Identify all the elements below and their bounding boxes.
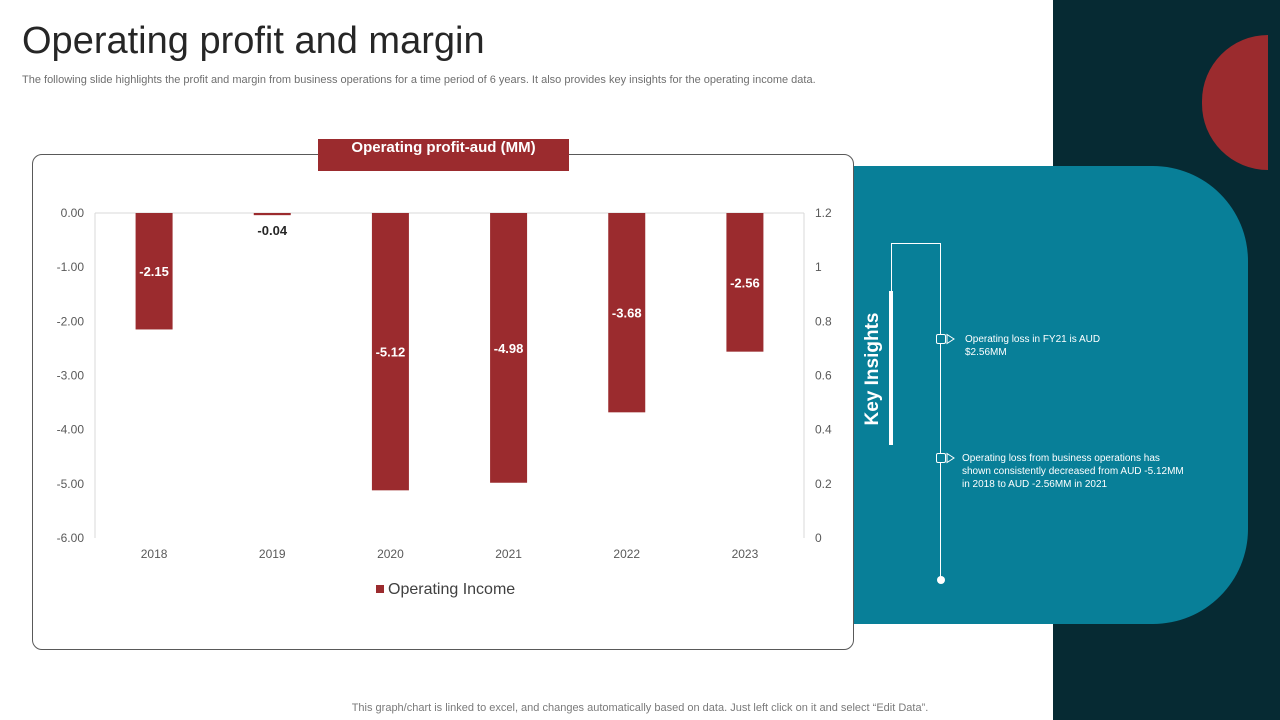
x-tick-label: 2021 — [495, 547, 522, 561]
page-subtitle: The following slide highlights the profi… — [22, 74, 816, 86]
data-label: -2.15 — [139, 264, 169, 279]
x-tick-label: 2022 — [613, 547, 640, 561]
y-right-tick-label: 0 — [815, 531, 822, 545]
data-label: -0.04 — [257, 223, 287, 238]
key-insights-panel — [800, 166, 1248, 624]
legend-swatch — [376, 585, 384, 593]
y-left-tick-label: -6.00 — [57, 531, 85, 545]
data-label: -5.12 — [376, 345, 406, 360]
legend-label: Operating Income — [388, 581, 515, 598]
y-left-tick-label: -2.00 — [57, 314, 85, 328]
data-label: -4.98 — [494, 341, 524, 356]
x-tick-label: 2020 — [377, 547, 404, 561]
chart-header: Operating profit-aud (MM) — [318, 139, 569, 171]
bar-2019[interactable] — [253, 213, 291, 216]
data-label: -2.56 — [730, 275, 760, 290]
timeline-line — [940, 243, 941, 580]
x-tick-label: 2019 — [259, 547, 286, 561]
y-right-tick-label: 0.4 — [815, 423, 832, 437]
key-insights-accent-bar — [889, 291, 893, 445]
timeline-connector-left — [891, 243, 892, 291]
insight-item-1: Operating loss in FY21 is AUD $2.56MM — [965, 334, 1101, 358]
x-tick-label: 2018 — [141, 547, 168, 561]
y-right-tick-label: 0.8 — [815, 314, 832, 328]
y-left-tick-label: -5.00 — [57, 477, 85, 491]
x-tick-label: 2023 — [732, 547, 759, 561]
y-right-tick-label: 1.2 — [815, 206, 832, 220]
bar-2018[interactable] — [135, 213, 173, 330]
y-left-tick-label: -1.00 — [57, 260, 85, 274]
key-insights-title: Key Insights — [862, 312, 883, 426]
bar-2020[interactable] — [371, 213, 409, 491]
y-left-tick-label: 0.00 — [61, 206, 85, 220]
y-left-tick-label: -3.00 — [57, 369, 85, 383]
timeline-end-dot — [937, 576, 945, 584]
bar-2022[interactable] — [608, 213, 646, 413]
insight-item-2: Operating loss from business operations … — [962, 453, 1184, 490]
y-right-tick-label: 0.6 — [815, 369, 832, 383]
insight-marker-icon — [936, 333, 955, 345]
y-right-tick-label: 0.2 — [815, 477, 832, 491]
timeline-connector — [891, 243, 941, 244]
bar-2021[interactable] — [490, 213, 528, 483]
bar-2023[interactable] — [726, 213, 764, 352]
y-right-tick-label: 1 — [815, 260, 822, 274]
data-label: -3.68 — [612, 306, 642, 321]
y-left-tick-label: -4.00 — [57, 423, 85, 437]
footnote: This graph/chart is linked to excel, and… — [351, 702, 929, 714]
insight-marker-icon — [936, 452, 955, 464]
page-title: Operating profit and margin — [22, 20, 485, 62]
